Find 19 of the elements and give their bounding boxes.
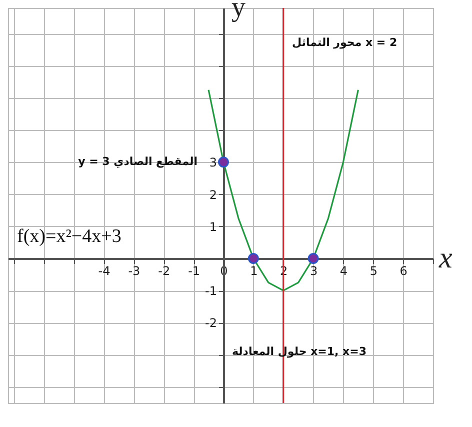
annotation: محور التماثل x = 2 [292,36,398,49]
annotation: f(x)=x²−4x+3 [17,226,122,247]
x-tick-label: 3 [310,264,318,278]
x-tick-label: 1 [250,264,258,278]
x-tick-label: -3 [128,264,140,278]
x-tick-label: 5 [370,264,378,278]
x-tick-label: 6 [400,264,408,278]
x-axis-title: x [438,241,453,274]
y-tick-label: -2 [205,316,217,330]
annotation: y = 3 المقطع الصادي [78,155,198,168]
y-tick-label: 2 [209,188,217,202]
x-tick-label: 4 [340,264,348,278]
x-tick-label: -2 [158,264,170,278]
x-tick-label: -4 [98,264,110,278]
y-tick-label: 1 [209,220,217,234]
x-tick-label: -1 [188,264,200,278]
y-tick-label: 3 [209,156,217,170]
y-tick-label: -1 [205,284,217,298]
y-axis-title: y [231,0,246,23]
